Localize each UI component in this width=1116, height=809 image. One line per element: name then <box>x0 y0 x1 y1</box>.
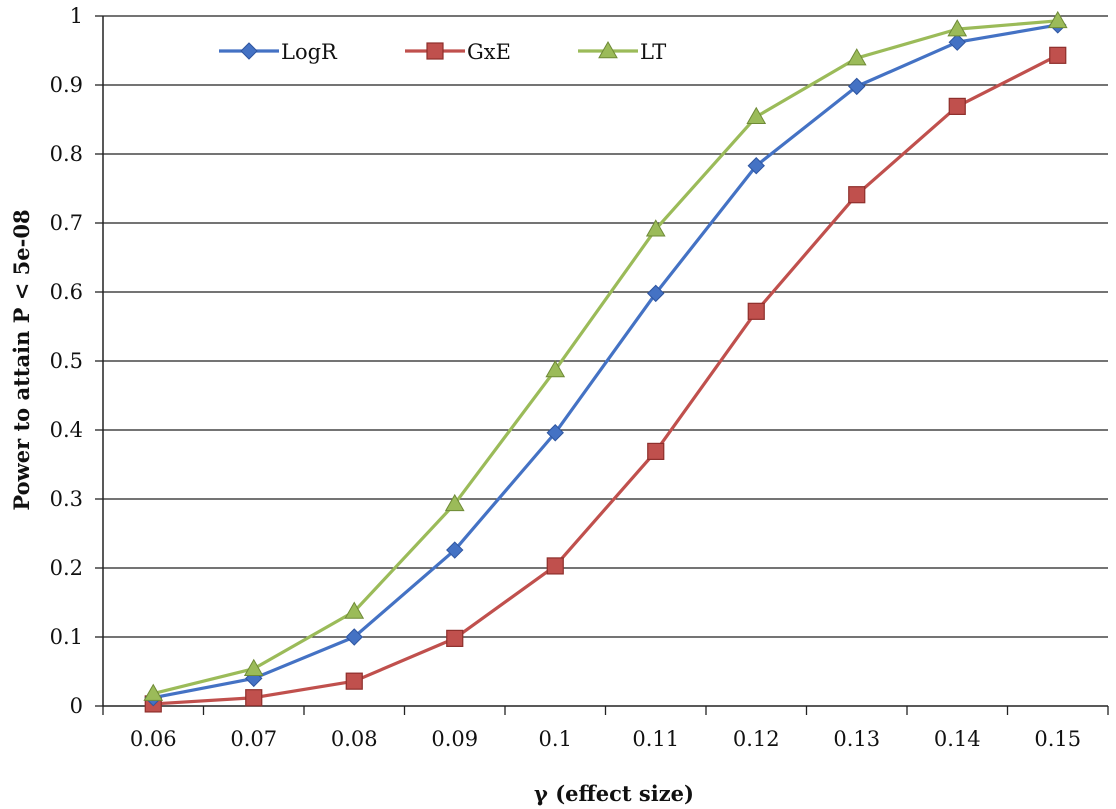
data-point <box>243 658 264 676</box>
data-point <box>948 33 966 51</box>
series-gxe <box>144 46 1067 713</box>
series-group <box>143 10 1068 713</box>
data-point <box>647 442 665 460</box>
data-point <box>446 629 464 647</box>
legend-item-logr: LogR <box>219 40 338 64</box>
y-tick-label: 0.6 <box>50 280 83 304</box>
legend-marker <box>426 42 444 60</box>
y-tick-label: 0.1 <box>50 625 83 649</box>
data-point <box>645 219 666 237</box>
data-point <box>1049 46 1067 64</box>
data-point <box>545 359 566 378</box>
data-point <box>344 601 365 619</box>
x-tick-label: 0.07 <box>230 727 277 751</box>
x-tick-label: 0.09 <box>431 727 478 751</box>
legend-label: LogR <box>281 40 338 64</box>
data-point <box>245 689 263 707</box>
data-point <box>848 77 866 96</box>
x-tick-label: 0.08 <box>331 727 378 751</box>
x-axis-title: γ (effect size) <box>534 781 694 806</box>
data-point <box>446 541 464 559</box>
y-axis-title: Power to attain P < 5e-08 <box>9 209 34 510</box>
data-point <box>746 106 767 124</box>
y-tick-label: 1 <box>70 4 83 28</box>
data-point <box>848 186 866 204</box>
x-tick-labels: 0.06 0.07 0.08 0.09 0.1 0.11 0.12 0.13 0.14 0.15 <box>130 727 1081 751</box>
y-tick-label: 0.3 <box>50 487 83 511</box>
data-point <box>143 683 164 701</box>
series-line <box>152 19 1058 696</box>
y-tick-label: 0.4 <box>50 418 83 442</box>
x-tick-label: 0.11 <box>632 727 679 751</box>
data-point <box>747 157 765 175</box>
data-point <box>546 557 564 575</box>
y-tick-label: 0 <box>70 694 83 718</box>
data-point <box>947 19 968 37</box>
legend-marker <box>240 42 258 60</box>
data-point <box>747 302 765 320</box>
data-point <box>948 97 966 115</box>
y-tick-labels: 0 0.1 0.2 0.3 0.4 0.5 0.6 0.7 0.8 0.9 1 <box>50 4 83 718</box>
data-point <box>846 48 867 66</box>
data-point <box>345 628 363 646</box>
data-point <box>546 424 564 442</box>
x-tick-label: 0.06 <box>130 727 177 751</box>
x-tick-label: 0.15 <box>1034 727 1081 751</box>
series-line <box>152 23 1059 700</box>
y-tick-label: 0.5 <box>50 349 83 373</box>
x-tick-label: 0.12 <box>733 727 780 751</box>
legend-marker <box>598 40 618 59</box>
legend-item-gxe: GxE <box>405 40 511 64</box>
data-point <box>444 493 465 512</box>
data-point <box>1047 10 1068 29</box>
legend-label: GxE <box>467 40 511 64</box>
y-tick-label: 0.7 <box>50 211 83 235</box>
series-line <box>153 53 1059 706</box>
y-tick-label: 0.2 <box>50 556 83 580</box>
y-tick-label: 0.9 <box>50 73 83 97</box>
y-tick-label: 0.8 <box>50 142 83 166</box>
axes <box>95 15 1109 715</box>
legend: LogR GxE LT <box>219 40 666 64</box>
x-tick-label: 0.1 <box>539 727 572 751</box>
x-tick-label: 0.14 <box>934 727 981 751</box>
series-lt <box>143 10 1068 701</box>
x-tick-label: 0.13 <box>833 727 880 751</box>
legend-label: LT <box>640 40 666 64</box>
data-point <box>345 672 363 690</box>
data-point <box>647 284 665 303</box>
legend-item-lt: LT <box>578 40 666 64</box>
